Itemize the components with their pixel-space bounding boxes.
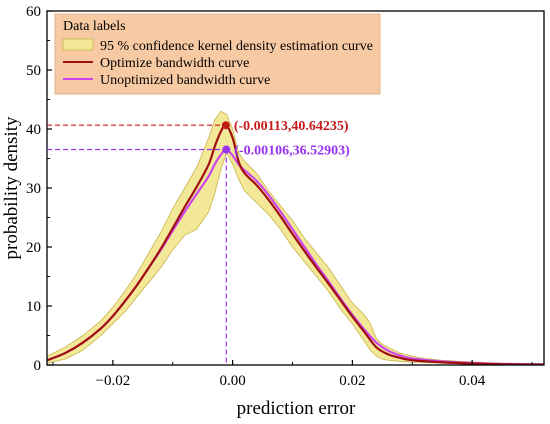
unoptimized-peak-point	[222, 145, 231, 154]
y-tick-label: 20	[26, 240, 41, 256]
legend: Data labels 95 % confidence kernel densit…	[54, 13, 381, 95]
optimized-peak-point	[221, 121, 230, 130]
legend-box	[54, 13, 381, 95]
legend-swatch-band	[62, 38, 94, 51]
x-tick-label: −0.02	[96, 373, 131, 389]
legend-entry-label: Unoptimized bandwidth curve	[100, 73, 270, 88]
legend-entry-label: Optimize bandwidth curve	[100, 56, 249, 71]
x-tick-label: 0.02	[339, 373, 365, 389]
axes: 0 10 20 30 40 50 60 −0.02 0.00 0.02 0.04	[26, 4, 545, 389]
legend-entry-label: 95 % confidence kernel density estimatio…	[100, 39, 373, 54]
x-axis-title: prediction error	[237, 398, 356, 419]
y-tick-label: 10	[26, 299, 41, 315]
y-tick-label: 40	[26, 122, 41, 138]
optimized-bandwidth-line	[47, 123, 544, 365]
y-tick-label: 60	[26, 4, 41, 20]
y-tick-label: 30	[26, 181, 41, 197]
y-tick-label: 0	[34, 358, 42, 374]
x-tick-label: 0.04	[459, 373, 486, 389]
x-tick-label: 0.00	[220, 373, 246, 389]
plot-area	[47, 110, 544, 365]
annotations: (-0.00113,40.64235) (-0.00106,36.52903)	[47, 119, 350, 365]
y-axis-title: probability density	[1, 116, 22, 260]
unoptimized-bandwidth-line	[47, 148, 544, 365]
y-tick-label: 50	[26, 63, 41, 79]
legend-title: Data labels	[63, 19, 126, 34]
unoptimized-peak-label: (-0.00106,36.52903)	[234, 143, 350, 158]
optimized-peak-label: (-0.00113,40.64235)	[234, 119, 349, 134]
